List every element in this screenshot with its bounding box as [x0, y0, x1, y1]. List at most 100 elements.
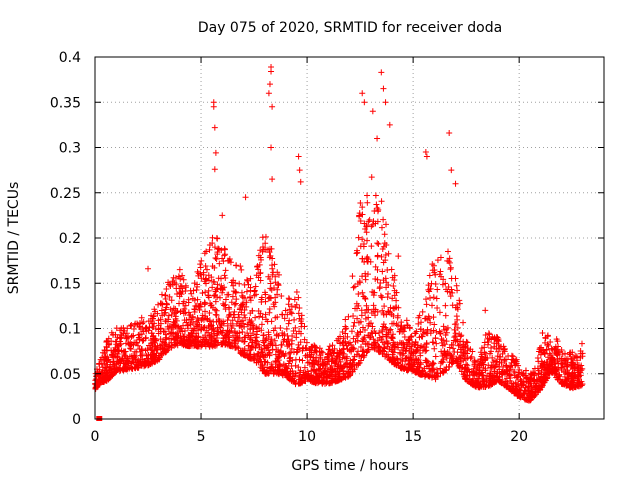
data-point [217, 328, 224, 335]
data-point [316, 378, 323, 385]
data-point [439, 342, 446, 349]
data-point [238, 289, 245, 296]
data-point [477, 382, 484, 389]
data-point [195, 272, 202, 279]
data-point [247, 297, 254, 304]
data-point [420, 347, 427, 354]
data-point [552, 368, 559, 375]
data-point [346, 339, 353, 346]
data-point [210, 278, 217, 285]
data-point [180, 276, 187, 283]
data-point [378, 198, 385, 205]
data-point [484, 341, 491, 348]
data-point [269, 176, 276, 183]
data-point [274, 286, 281, 293]
data-point [356, 279, 363, 286]
data-point [257, 277, 264, 284]
data-point [497, 353, 504, 360]
data-point [176, 266, 183, 273]
data-point [147, 352, 154, 359]
data-point [474, 379, 481, 386]
data-point [396, 328, 403, 335]
data-point [128, 346, 135, 353]
data-point [218, 275, 225, 282]
data-point [366, 216, 373, 223]
data-point [506, 363, 513, 370]
data-point [220, 258, 227, 265]
data-point [132, 365, 139, 372]
data-point [266, 305, 273, 312]
data-point [210, 103, 217, 110]
data-point [360, 336, 367, 343]
data-point [456, 331, 463, 338]
data-point [368, 243, 375, 250]
data-point [423, 153, 430, 160]
data-point [381, 303, 388, 310]
data-point [357, 318, 364, 325]
data-point [245, 281, 252, 288]
data-point [115, 359, 122, 366]
data-point [385, 308, 392, 315]
data-point [213, 307, 220, 314]
x-tick-label: 10 [298, 429, 316, 445]
data-point [145, 327, 152, 334]
data-point [299, 357, 306, 364]
data-point [285, 295, 292, 302]
data-point [368, 310, 375, 317]
data-point [154, 357, 161, 364]
data-point [158, 291, 165, 298]
chart-title: Day 075 of 2020, SRMTID for receiver dod… [198, 20, 502, 36]
data-point [440, 276, 447, 283]
data-point [413, 348, 420, 355]
data-point [380, 277, 387, 284]
data-point [432, 281, 439, 288]
data-point [191, 280, 198, 287]
data-point [287, 309, 294, 316]
data-point [221, 245, 228, 252]
data-point [222, 296, 229, 303]
data-point [225, 330, 232, 337]
data-point [506, 371, 513, 378]
data-point [349, 273, 356, 280]
data-point [135, 361, 142, 368]
data-point [256, 357, 263, 364]
data-point [395, 253, 402, 260]
data-point [431, 267, 438, 274]
data-point [246, 347, 253, 354]
data-point [231, 301, 238, 308]
data-point [471, 358, 478, 365]
data-point [417, 359, 424, 366]
data-point [351, 366, 358, 373]
data-point [499, 380, 506, 387]
data-point [326, 343, 333, 350]
data-point [313, 370, 320, 377]
data-point [107, 363, 114, 370]
data-point [291, 316, 298, 323]
data-point [246, 293, 253, 300]
data-point [196, 303, 203, 310]
data-point [231, 337, 238, 344]
data-point [232, 289, 239, 296]
data-point [168, 311, 175, 318]
data-point [343, 325, 350, 332]
data-point [432, 376, 439, 383]
data-point [216, 294, 223, 301]
data-point [385, 340, 392, 347]
data-point [442, 280, 449, 287]
data-point [381, 231, 388, 238]
data-point [453, 355, 460, 362]
data-point [487, 370, 494, 377]
data-point [110, 331, 117, 338]
data-point [212, 337, 219, 344]
data-point [99, 364, 106, 371]
data-point [261, 342, 268, 349]
data-point [180, 342, 187, 349]
data-point [543, 346, 550, 353]
data-point [367, 320, 374, 327]
data-point [176, 300, 183, 307]
data-point [528, 389, 535, 396]
data-point [271, 303, 278, 310]
data-point [139, 346, 146, 353]
data-point [369, 108, 376, 115]
data-point [351, 361, 358, 368]
